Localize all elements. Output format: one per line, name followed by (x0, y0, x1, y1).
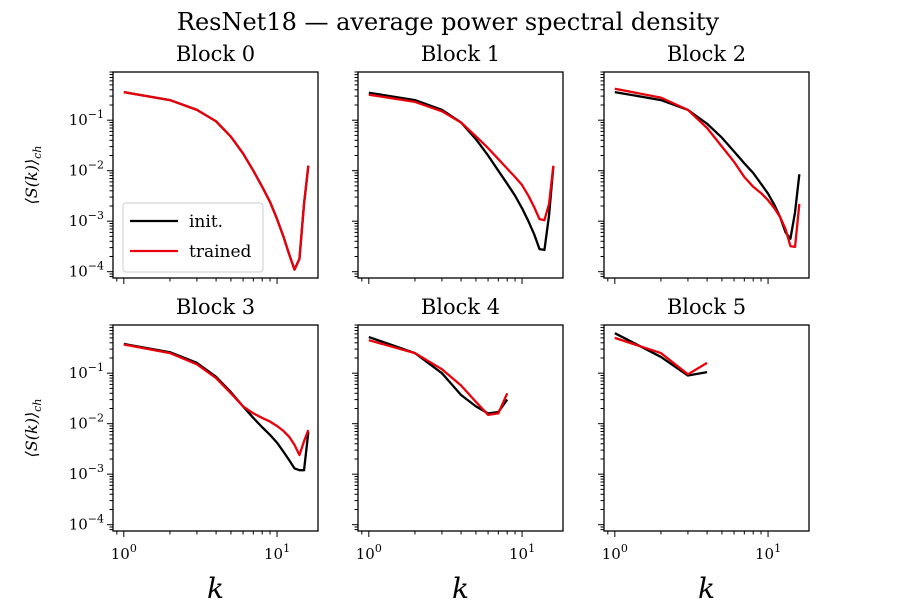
y-tick-label: 10−4 (69, 260, 104, 281)
y-axis-label: ⟨S(k)⟩ch (22, 399, 44, 458)
subplot-title: Block 4 (421, 295, 500, 319)
x-axis-label: k (452, 572, 469, 600)
y-tick-label: 10−3 (69, 462, 104, 483)
series-line-trained (123, 343, 310, 457)
legend-label-init: init. (189, 212, 223, 232)
y-tick-label: 10−2 (69, 159, 104, 180)
legend-label-trained: trained (189, 242, 252, 262)
subplot-title: Block 0 (176, 42, 255, 66)
series-line-init (368, 335, 509, 415)
plot-frame (112, 324, 319, 532)
series-line-init (614, 90, 801, 240)
series-line-trained (614, 87, 801, 249)
series-line-init (123, 342, 310, 472)
y-tick-label: 10−1 (69, 361, 104, 382)
series-line-trained (368, 93, 555, 222)
subplot-block-0: Block 0 10−1 10−2 10−3 10−4 ⟨S(k)⟩ch init. trai… (22, 42, 319, 284)
x-tick-label: 101 (264, 542, 290, 563)
plot-frame (603, 324, 810, 532)
subplot-title: Block 5 (667, 295, 746, 319)
subplot-title: Block 3 (176, 295, 255, 319)
y-tick-label: 10−4 (69, 513, 104, 534)
x-tick-label: 100 (602, 542, 628, 563)
subplot-title: Block 1 (421, 42, 500, 66)
series-line-trained (368, 339, 509, 416)
figure-title: ResNet18 — average power spectral densit… (177, 8, 720, 36)
y-tick-label: 10−2 (69, 412, 104, 433)
plot-frame (357, 71, 564, 279)
y-tick-label: 10−3 (69, 209, 104, 230)
subplot-block-5: Block 5 100 101 k (598, 295, 810, 600)
x-tick-label: 101 (509, 542, 535, 563)
series-line-trained (123, 90, 310, 271)
plot-frame (357, 324, 564, 532)
subplot-title: Block 2 (667, 42, 746, 66)
x-tick-label: 101 (755, 542, 781, 563)
plot-frame (112, 71, 319, 279)
legend: init. trained (122, 202, 264, 273)
subplot-block-2: Block 2 (598, 42, 810, 284)
x-axis-label: k (698, 572, 715, 600)
x-axis-label: k (207, 572, 224, 600)
subplot-block-1: Block 1 (352, 42, 564, 284)
series-line-init (368, 91, 555, 252)
plot-frame (603, 71, 810, 279)
y-axis-label: ⟨S(k)⟩ch (22, 146, 44, 205)
series-line-trained (614, 336, 708, 376)
subplot-block-3: Block 3 10−1 10−2 10−3 10−4 ⟨S(k)⟩ch 100 101 k (22, 295, 319, 600)
subplot-block-4: Block 4 100 101 k (352, 295, 564, 600)
x-tick-label: 100 (356, 542, 382, 563)
x-tick-label: 100 (111, 542, 137, 563)
y-tick-label: 10−1 (69, 108, 104, 129)
